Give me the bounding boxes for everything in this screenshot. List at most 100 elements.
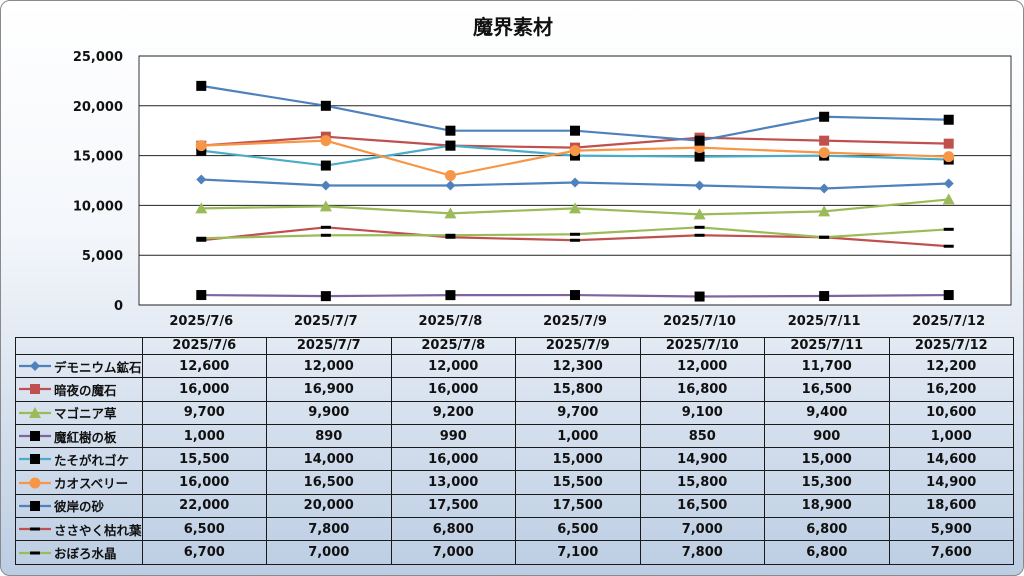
table-value-cell: 6,800: [390, 517, 517, 542]
data-point: [319, 200, 332, 212]
data-point: [30, 500, 40, 511]
table-value-cell: 12,000: [390, 353, 517, 379]
table-row: カオスベリー 16,000 16,500 13,000 15,500 15,800 15,3…: [15, 470, 1015, 495]
legend-entry: おぼろ水晶: [15, 540, 143, 565]
legend-label: おぼろ水晶: [54, 546, 117, 562]
data-point: [196, 290, 207, 301]
table-header-cell: 2025/7/7: [266, 337, 392, 355]
legend-key: [19, 551, 51, 555]
table-value-cell: 15,800: [639, 470, 766, 495]
data-point: [320, 180, 331, 191]
data-point: [694, 180, 705, 191]
legend-key: [19, 406, 51, 418]
legend-key: [19, 384, 51, 395]
table-header-cell: 2025/7/9: [515, 337, 641, 355]
data-point: [569, 202, 581, 214]
table-value-cell: 16,800: [639, 377, 766, 402]
data-point: [569, 145, 581, 157]
data-point: [445, 180, 456, 191]
legend-key: [19, 361, 51, 372]
table-corner-cell: [15, 337, 143, 355]
data-point: [196, 80, 207, 91]
legend-entry: カオスベリー: [15, 470, 143, 495]
data-point: [445, 140, 456, 151]
data-point: [694, 233, 705, 237]
data-point: [30, 361, 40, 372]
table-value-cell: 22,000: [141, 493, 268, 519]
table-value-cell: 6,800: [764, 517, 890, 542]
table-value-cell: 15,300: [764, 470, 890, 495]
legend-key: [19, 454, 51, 465]
table-header-cell: 2025/7/10: [639, 337, 766, 355]
chart-plot: 0 5,000 10,000 15,000 20,000 25,000 2025/7/6 2…: [73, 50, 1012, 329]
table-value-cell: 12,000: [639, 353, 766, 379]
data-point: [444, 170, 456, 182]
y-tick-label: 0: [114, 299, 123, 314]
table-value-cell: 17,500: [515, 493, 641, 519]
table-row: たそがれゴケ 15,500 14,000 16,000 15,000 14,900 15,0…: [15, 447, 1015, 472]
legend-key: [19, 500, 51, 511]
data-point: [819, 183, 830, 194]
data-point: [196, 174, 207, 185]
legend-label: 彼岸の砂: [54, 499, 105, 515]
data-point: [196, 238, 207, 242]
data-table: 2025/7/6 2025/7/7 2025/7/8 2025/7/9 2025/7/1…: [15, 337, 1015, 565]
data-point: [943, 244, 954, 248]
data-point: [444, 207, 457, 219]
data-point: [320, 135, 332, 147]
data-point: [320, 225, 331, 229]
table-value-cell: 15,500: [141, 447, 268, 472]
table-value-cell: 16,500: [266, 470, 392, 495]
data-point: [30, 454, 40, 465]
y-tick-label: 5,000: [82, 249, 123, 264]
table-row: 暗夜の魔石 16,000 16,900 16,000 15,800 16,800 16,50…: [15, 377, 1015, 402]
data-point: [29, 406, 41, 418]
data-point: [694, 135, 705, 146]
data-point: [694, 225, 705, 229]
table-value-cell: 16,500: [639, 493, 766, 519]
legend-entry: 魔紅樹の板: [15, 423, 143, 449]
table-value-cell: 7,000: [639, 517, 766, 542]
table-value-cell: 9,100: [639, 400, 766, 425]
table-value-cell: 9,700: [515, 400, 641, 425]
data-point: [570, 177, 580, 188]
table-value-cell: 20,000: [266, 493, 392, 519]
data-point: [320, 291, 331, 302]
table-value-cell: 15,000: [515, 447, 641, 472]
data-point: [570, 125, 580, 136]
table-value-cell: 15,800: [515, 377, 641, 402]
x-tick-label: 2025/7/12: [912, 314, 985, 329]
data-point: [30, 431, 40, 442]
legend-entry: 暗夜の魔石: [15, 377, 143, 402]
data-point: [943, 227, 954, 231]
table-value-cell: 890: [266, 423, 392, 449]
table-value-cell: 7,000: [266, 540, 392, 565]
legend-entry: マゴニア草: [15, 400, 143, 425]
table-value-cell: 6,800: [764, 540, 890, 565]
y-tick-label: 20,000: [73, 100, 123, 115]
table-value-cell: 11,700: [764, 353, 890, 379]
data-point: [943, 114, 954, 125]
legend-entry: 彼岸の砂: [15, 493, 143, 519]
legend-label: デモニウム鉱石: [54, 359, 142, 375]
table-header-cell: 2025/7/11: [764, 337, 890, 355]
legend-key: [19, 527, 51, 531]
data-point: [570, 238, 580, 242]
table-value-cell: 6,500: [515, 517, 641, 542]
table-value-cell: 12,000: [266, 353, 392, 379]
table-value-cell: 990: [390, 423, 517, 449]
table-value-cell: 9,900: [266, 400, 392, 425]
table-value-cell: 16,200: [888, 377, 1015, 402]
table-row: 魔紅樹の板 1,000 890 990 1,000 850 900 1,000: [15, 423, 1015, 449]
table-value-cell: 12,200: [888, 353, 1015, 379]
data-point: [195, 202, 208, 214]
table-value-cell: 7,800: [266, 517, 392, 542]
data-point: [693, 208, 706, 220]
table-value-cell: 12,600: [141, 353, 268, 379]
legend-label: カオスベリー: [54, 476, 129, 492]
table-value-cell: 12,300: [515, 353, 641, 379]
data-point: [445, 290, 456, 301]
y-tick-label: 10,000: [73, 199, 123, 214]
table-row: ささやく枯れ葉 6,500 7,800 6,800 6,500 7,000 6,800 5,9…: [15, 517, 1015, 542]
